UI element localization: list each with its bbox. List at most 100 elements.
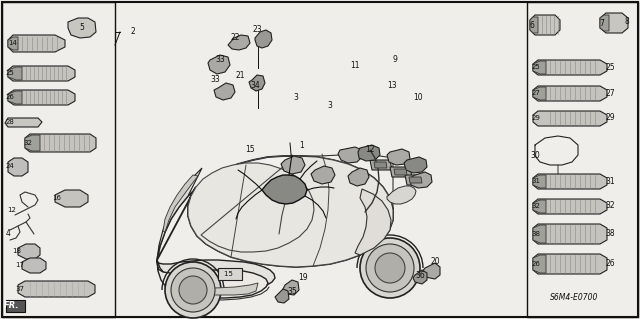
Polygon shape <box>533 225 546 243</box>
Text: 2: 2 <box>131 27 136 36</box>
Text: 34: 34 <box>250 80 260 90</box>
Text: 25: 25 <box>6 70 14 76</box>
Polygon shape <box>409 177 422 183</box>
Text: 38: 38 <box>605 229 615 239</box>
Text: 32: 32 <box>24 140 33 146</box>
Text: 38: 38 <box>531 231 541 237</box>
Text: 12: 12 <box>365 145 375 154</box>
Circle shape <box>360 238 420 298</box>
Polygon shape <box>311 166 335 184</box>
Polygon shape <box>68 18 96 38</box>
Polygon shape <box>348 168 369 186</box>
Polygon shape <box>8 66 75 81</box>
Polygon shape <box>157 156 393 267</box>
Text: 11: 11 <box>350 61 360 70</box>
Text: 3: 3 <box>294 93 298 102</box>
Polygon shape <box>338 147 362 163</box>
Polygon shape <box>533 86 607 101</box>
Polygon shape <box>8 158 28 176</box>
Text: 1: 1 <box>300 140 305 150</box>
Text: 23: 23 <box>252 26 262 34</box>
Text: 21: 21 <box>236 71 244 80</box>
Polygon shape <box>281 156 305 174</box>
Text: 26: 26 <box>6 94 15 100</box>
Polygon shape <box>249 75 265 91</box>
Polygon shape <box>387 186 416 204</box>
Polygon shape <box>208 55 230 74</box>
Text: 7: 7 <box>600 19 604 27</box>
Text: 29: 29 <box>605 114 615 122</box>
Polygon shape <box>8 90 75 105</box>
Polygon shape <box>262 175 307 204</box>
Text: 32: 32 <box>605 202 615 211</box>
Polygon shape <box>358 145 380 161</box>
Polygon shape <box>8 91 22 104</box>
Polygon shape <box>394 169 407 175</box>
Polygon shape <box>533 224 607 244</box>
Text: 19: 19 <box>298 273 308 283</box>
Bar <box>2 2 115 317</box>
Text: 13: 13 <box>387 80 397 90</box>
Polygon shape <box>533 200 546 213</box>
Polygon shape <box>390 167 412 177</box>
Polygon shape <box>157 260 268 298</box>
Circle shape <box>375 253 405 283</box>
Polygon shape <box>370 160 392 170</box>
Text: 30: 30 <box>530 151 540 160</box>
Polygon shape <box>214 83 235 100</box>
Polygon shape <box>533 111 607 126</box>
Polygon shape <box>404 157 427 173</box>
Polygon shape <box>533 174 607 189</box>
Text: 31: 31 <box>605 176 615 186</box>
Polygon shape <box>387 149 410 165</box>
Polygon shape <box>255 30 272 48</box>
Text: 31: 31 <box>531 178 541 184</box>
Text: 22: 22 <box>230 33 240 42</box>
Polygon shape <box>533 60 607 75</box>
Circle shape <box>171 268 215 312</box>
Polygon shape <box>283 280 299 295</box>
Polygon shape <box>218 268 242 280</box>
Polygon shape <box>410 172 432 188</box>
Circle shape <box>165 262 221 318</box>
Text: 28: 28 <box>6 119 15 125</box>
Text: 10: 10 <box>413 93 423 102</box>
Text: 25: 25 <box>605 63 615 71</box>
Text: 37: 37 <box>15 286 24 292</box>
Text: 27: 27 <box>532 90 540 96</box>
Polygon shape <box>157 260 275 290</box>
Text: 32: 32 <box>532 203 540 209</box>
Polygon shape <box>275 289 289 303</box>
Polygon shape <box>163 175 198 232</box>
Text: FR.: FR. <box>4 301 20 310</box>
Polygon shape <box>5 118 42 127</box>
Circle shape <box>366 244 414 292</box>
Text: 3: 3 <box>328 100 332 109</box>
Polygon shape <box>405 175 427 185</box>
Polygon shape <box>25 135 40 151</box>
Circle shape <box>179 276 207 304</box>
Text: 15: 15 <box>245 145 255 154</box>
Polygon shape <box>533 61 546 74</box>
Text: 18: 18 <box>13 248 22 254</box>
Text: 24: 24 <box>6 163 14 169</box>
Bar <box>527 2 638 317</box>
Polygon shape <box>530 17 538 33</box>
Text: 33: 33 <box>215 56 225 64</box>
Polygon shape <box>18 244 40 259</box>
Text: 33: 33 <box>210 76 220 85</box>
Polygon shape <box>533 199 607 214</box>
Text: 6: 6 <box>529 20 534 29</box>
Polygon shape <box>22 258 46 273</box>
Polygon shape <box>8 35 65 52</box>
Text: 14: 14 <box>8 40 17 46</box>
Text: 4: 4 <box>6 229 10 239</box>
Polygon shape <box>533 87 546 100</box>
Polygon shape <box>413 270 427 284</box>
Polygon shape <box>185 283 258 295</box>
Polygon shape <box>157 168 202 260</box>
Polygon shape <box>55 190 88 207</box>
Text: 15: 15 <box>225 271 236 277</box>
Text: 26: 26 <box>605 259 615 269</box>
Polygon shape <box>600 13 628 33</box>
